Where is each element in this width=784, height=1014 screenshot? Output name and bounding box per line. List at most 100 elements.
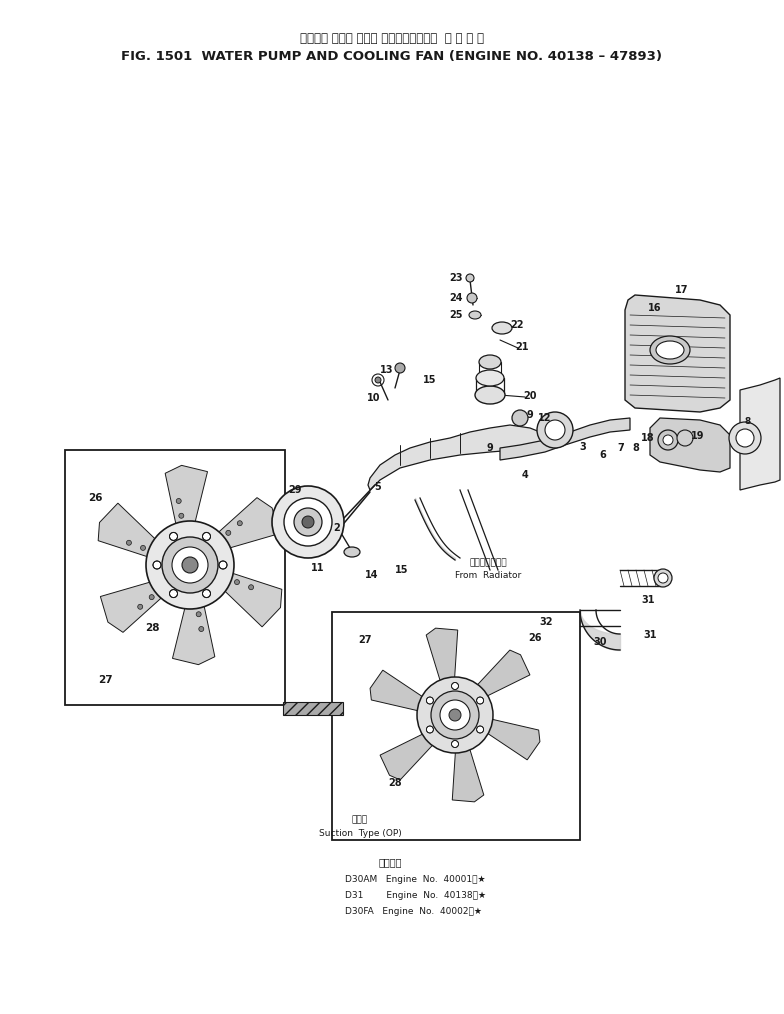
Text: 28: 28 <box>388 778 402 788</box>
Text: 28: 28 <box>145 623 159 633</box>
Text: 9: 9 <box>527 410 533 420</box>
Bar <box>332 612 580 840</box>
Text: 10: 10 <box>367 393 381 403</box>
Circle shape <box>238 521 242 525</box>
Circle shape <box>169 589 177 597</box>
Polygon shape <box>213 569 281 627</box>
Circle shape <box>477 697 484 704</box>
Text: D30FA   Engine  No.  40002～★: D30FA Engine No. 40002～★ <box>345 908 482 917</box>
Text: 8: 8 <box>745 418 751 427</box>
Circle shape <box>199 627 204 632</box>
Circle shape <box>677 430 693 446</box>
Text: 15: 15 <box>423 375 437 385</box>
Text: 25: 25 <box>449 310 463 320</box>
Text: FIG. 1501  WATER PUMP AND COOLING FAN (ENGINE NO. 40138 – 47893): FIG. 1501 WATER PUMP AND COOLING FAN (EN… <box>122 50 662 63</box>
Text: 31: 31 <box>643 630 657 640</box>
Text: D30AM   Engine  No.  40001～★: D30AM Engine No. 40001～★ <box>345 875 485 884</box>
Circle shape <box>449 709 461 721</box>
Text: 17: 17 <box>675 285 689 295</box>
Text: 11: 11 <box>311 563 325 573</box>
Polygon shape <box>370 670 434 714</box>
Text: 2: 2 <box>333 523 340 533</box>
Text: 27: 27 <box>98 675 112 685</box>
Text: 3: 3 <box>579 442 586 452</box>
Text: ラジエータから: ラジエータから <box>469 559 506 568</box>
Text: 26: 26 <box>88 493 102 503</box>
Ellipse shape <box>475 386 505 404</box>
Ellipse shape <box>650 336 690 364</box>
Circle shape <box>537 412 573 448</box>
Circle shape <box>284 498 332 546</box>
Text: 15: 15 <box>395 565 408 575</box>
Circle shape <box>196 611 201 617</box>
Text: From  Radiator: From Radiator <box>455 571 521 579</box>
Text: 32: 32 <box>539 617 553 627</box>
Circle shape <box>153 561 161 569</box>
Circle shape <box>477 726 484 733</box>
Text: 5: 5 <box>375 482 381 492</box>
Text: 9: 9 <box>487 443 493 453</box>
Text: 30: 30 <box>593 637 607 647</box>
Ellipse shape <box>492 322 512 334</box>
Circle shape <box>452 740 459 747</box>
Text: 16: 16 <box>648 303 662 313</box>
Circle shape <box>654 569 672 587</box>
Circle shape <box>663 435 673 445</box>
Circle shape <box>176 499 181 504</box>
Circle shape <box>302 516 314 528</box>
Ellipse shape <box>656 341 684 359</box>
Circle shape <box>249 585 253 590</box>
Circle shape <box>512 410 528 426</box>
Ellipse shape <box>479 355 501 369</box>
Polygon shape <box>452 736 484 802</box>
Polygon shape <box>500 418 630 460</box>
Circle shape <box>138 604 143 609</box>
Polygon shape <box>625 295 730 412</box>
Circle shape <box>126 540 132 546</box>
Circle shape <box>736 429 754 447</box>
Text: 23: 23 <box>449 273 463 283</box>
Circle shape <box>466 274 474 282</box>
Text: 20: 20 <box>523 391 537 401</box>
Polygon shape <box>100 578 173 633</box>
Circle shape <box>294 508 322 536</box>
Circle shape <box>272 486 344 558</box>
Text: 21: 21 <box>515 342 528 352</box>
Polygon shape <box>468 650 530 702</box>
Circle shape <box>426 697 434 704</box>
Text: 26: 26 <box>528 633 542 643</box>
Ellipse shape <box>476 370 504 386</box>
Circle shape <box>179 513 183 518</box>
Ellipse shape <box>469 311 481 319</box>
Circle shape <box>146 521 234 609</box>
Text: 適用号機: 適用号機 <box>378 857 401 867</box>
Circle shape <box>440 700 470 730</box>
Circle shape <box>729 422 761 454</box>
Circle shape <box>234 580 239 585</box>
Polygon shape <box>740 378 780 490</box>
Circle shape <box>172 547 208 583</box>
Circle shape <box>149 594 154 599</box>
Polygon shape <box>380 728 442 780</box>
Text: 14: 14 <box>365 570 379 580</box>
Circle shape <box>426 726 434 733</box>
Text: 4: 4 <box>521 470 528 480</box>
Polygon shape <box>650 418 730 472</box>
Circle shape <box>202 589 210 597</box>
Text: ウォータ ポンプ および クーリングファン  適 用 号 機: ウォータ ポンプ および クーリングファン 適 用 号 機 <box>300 31 484 45</box>
Circle shape <box>219 561 227 569</box>
Text: 8: 8 <box>633 443 640 453</box>
Bar <box>65 450 285 705</box>
Text: D31        Engine  No.  40138～★: D31 Engine No. 40138～★ <box>345 891 486 900</box>
Circle shape <box>182 557 198 573</box>
Text: 29: 29 <box>289 485 302 495</box>
Circle shape <box>658 573 668 583</box>
Polygon shape <box>477 716 540 759</box>
Circle shape <box>545 420 565 440</box>
Text: 19: 19 <box>691 431 705 441</box>
Text: 24: 24 <box>449 293 463 303</box>
Text: 標準型: 標準型 <box>352 815 368 824</box>
Circle shape <box>375 377 381 383</box>
Text: 7: 7 <box>618 443 624 453</box>
Polygon shape <box>207 498 280 553</box>
